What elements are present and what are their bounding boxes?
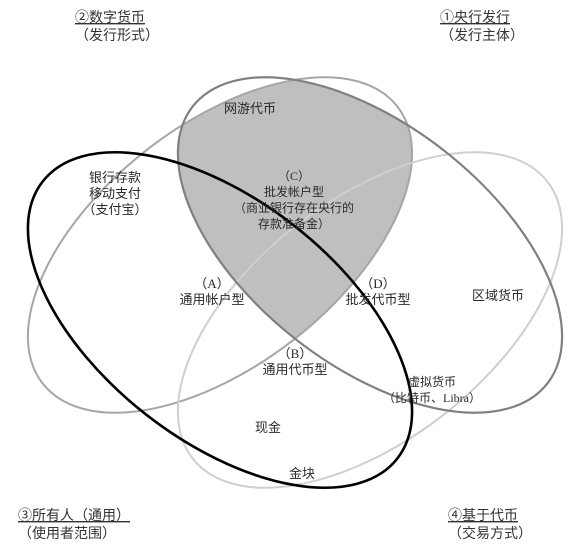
region-label-bank_mobile: 银行存款移动支付（支付宝）: [82, 170, 147, 217]
outer-label-e2: ②数字货币（发行形式）: [75, 9, 159, 44]
region-label-B: （B）通用代币型: [262, 346, 327, 377]
region-label-wangyou: 网游代币: [224, 101, 276, 116]
region-label-quyu: 区域货币: [472, 288, 524, 303]
region-label-xianjin: 现金: [255, 420, 281, 435]
region-label-xuni: 虚拟货币（比特币、Libra）: [383, 374, 481, 405]
region-label-jinkuai: 金块: [289, 466, 315, 481]
outer-label-e1: ①央行发行（发行主体）: [440, 10, 524, 44]
center-fill: [119, 12, 584, 478]
outer-label-e4: ④基于代币（交易方式）: [448, 507, 532, 542]
outer-label-e3: ③所有人（通用）（使用者范围）: [18, 508, 130, 542]
